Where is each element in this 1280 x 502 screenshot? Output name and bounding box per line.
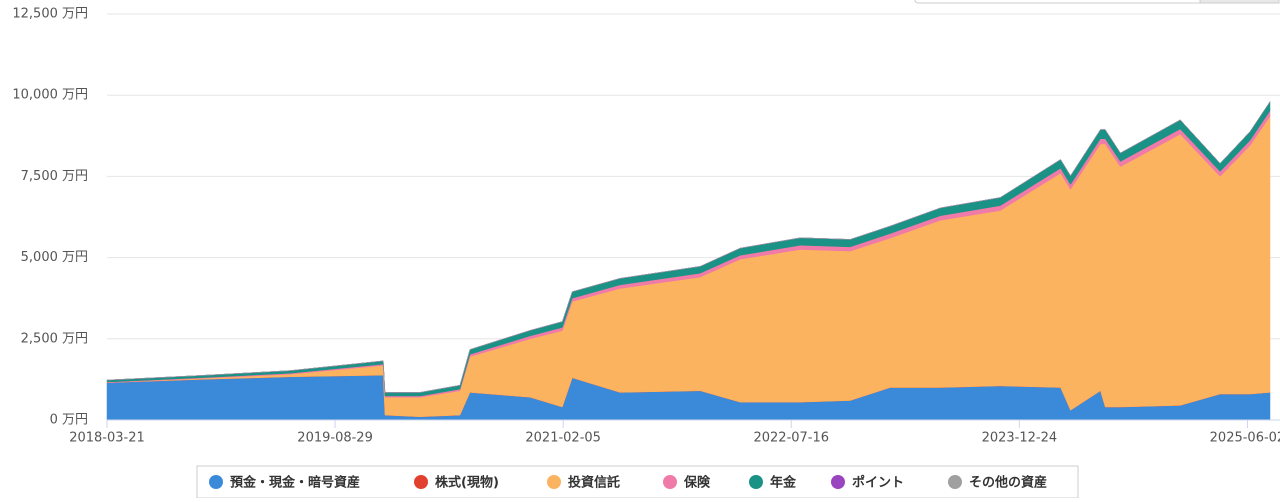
x-tick-label: 2019-08-29 bbox=[297, 431, 373, 446]
legend-marker bbox=[948, 475, 962, 489]
legend-label: 預金・現金・暗号資産 bbox=[230, 475, 360, 491]
y-tick-label: 2,500 万円 bbox=[21, 331, 88, 346]
x-tick-label: 2025-06-02 bbox=[1210, 431, 1280, 446]
legend-label: 保険 bbox=[683, 475, 711, 491]
legend-marker bbox=[414, 475, 428, 489]
y-tick-label: 5,000 万円 bbox=[21, 250, 88, 265]
y-tick-label: 0 万円 bbox=[50, 413, 88, 428]
legend-marker bbox=[749, 475, 763, 489]
legend-label: 投資信託 bbox=[568, 475, 620, 491]
legend-marker bbox=[547, 475, 561, 489]
legend-marker bbox=[663, 475, 677, 489]
y-tick-label: 7,500 万円 bbox=[21, 169, 88, 184]
legend-marker bbox=[831, 475, 845, 489]
areas bbox=[106, 100, 1271, 421]
range-button-active[interactable] bbox=[1199, 0, 1280, 4]
y-tick-label: 10,000 万円 bbox=[12, 88, 88, 103]
legend: 預金・現金・暗号資産 株式(現物) 投資信託 保険 年金 ポイント その他の資産 bbox=[209, 475, 1047, 491]
legend-marker bbox=[209, 475, 223, 489]
legend-box bbox=[196, 465, 1079, 499]
y-tick-label: 12,500 万円 bbox=[12, 7, 88, 22]
range-buttons[interactable] bbox=[914, 0, 1280, 4]
x-tick-label: 2021-02-05 bbox=[525, 431, 601, 446]
legend-label: ポイント bbox=[852, 475, 904, 491]
x-tick-label: 2022-07-16 bbox=[753, 431, 829, 446]
x-tick-label: 2018-03-21 bbox=[69, 431, 145, 446]
legend-label: その他の資産 bbox=[969, 475, 1047, 491]
axes: 0 万円 2,500 万円 5,000 万円 7,500 万円 10,000 万円 12,… bbox=[12, 7, 1280, 446]
area bbox=[106, 101, 1271, 393]
legend-label: 年金 bbox=[770, 475, 797, 491]
legend-label: 株式(現物) bbox=[435, 475, 499, 491]
x-tick-label: 2023-12-24 bbox=[982, 431, 1058, 446]
